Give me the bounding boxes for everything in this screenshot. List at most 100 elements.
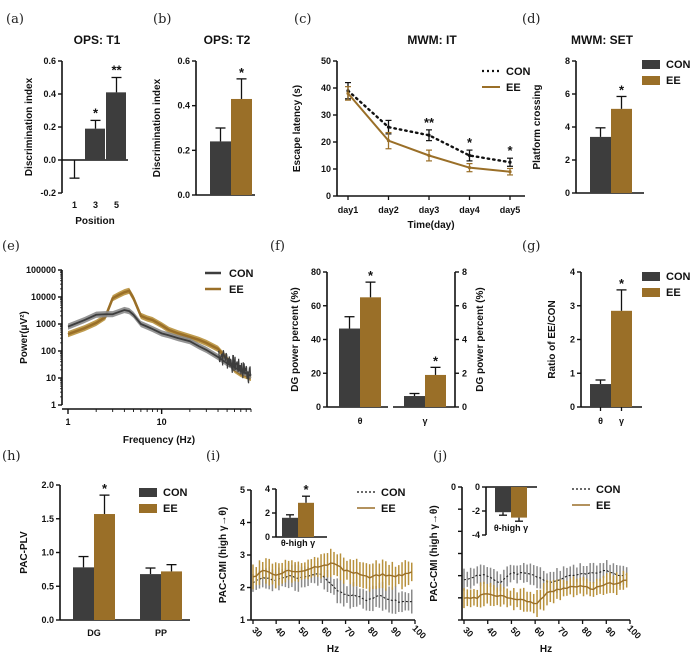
- legend-label-con: CON: [666, 271, 691, 283]
- y-tick-label: 0: [565, 188, 570, 198]
- y-tick-label: 3: [570, 301, 575, 311]
- y-tick-label: 6: [565, 89, 570, 99]
- bar-DG-ee: [94, 514, 115, 620]
- y-tick-label: 0.5: [41, 581, 54, 591]
- legend-label-ee: EE: [596, 500, 611, 512]
- panel-label: (c): [294, 12, 311, 27]
- bar-5: [106, 92, 126, 160]
- panel-label: (d): [522, 12, 540, 27]
- data-point-con: [427, 133, 431, 137]
- bar-θ-ee: [360, 297, 381, 407]
- x-tick-label: 5: [114, 200, 119, 210]
- x-tick-label: PP: [155, 628, 167, 638]
- x-tick-label: θ: [358, 416, 363, 426]
- y-tick-label: 2: [565, 155, 570, 165]
- y-axis-label: PAC-CMI (high γ→θ): [429, 505, 440, 601]
- x-tick-label: 100: [625, 623, 643, 641]
- x-tick-label: day1: [338, 205, 359, 215]
- y-tick-label: 0.6: [177, 56, 190, 66]
- significance-marker: *: [433, 353, 439, 368]
- panel-d: (d) MWM: SET 0 2 4 6 8 Platform crossing * CON EE: [522, 12, 691, 198]
- x-axis-label: Hz: [327, 644, 339, 655]
- y-tick-label: 4: [565, 122, 570, 132]
- y-axis-label: Power(μV²): [19, 311, 30, 364]
- y-tick-label: 10: [46, 373, 56, 383]
- x-axis-label: Position: [75, 216, 114, 227]
- bar-3: [85, 128, 105, 160]
- x-tick-label: 1: [65, 417, 70, 427]
- x-tick-label: γ: [619, 416, 624, 426]
- x-tick-label: 70: [343, 625, 357, 639]
- data-point-ee: [427, 153, 431, 158]
- x-tick-label: day2: [378, 205, 399, 215]
- panel-b: (b) OPS: T2 0.0 0.2 0.4 0.6 Discrimination ind…: [152, 12, 255, 200]
- significance-marker: *: [619, 276, 625, 291]
- significance-marker: *: [102, 481, 108, 496]
- x-tick-label: 1: [72, 200, 77, 210]
- bar-PP-ee: [161, 571, 182, 620]
- y-axis-label: DG power percent (%): [290, 287, 301, 391]
- y-tick-label: 4: [265, 484, 270, 494]
- y-tick-label: 0: [570, 402, 575, 412]
- legend-label-con: CON: [596, 484, 621, 496]
- y-tick-label: 80: [311, 267, 321, 277]
- legend-label-con: CON: [506, 66, 531, 78]
- panel-a: (a) OPS: T1 -0.2 0.0 0.2 0.4 0.6 Discrimination…: [6, 12, 128, 227]
- legend-label-con: CON: [666, 59, 691, 71]
- bar-γ-con: [404, 396, 425, 407]
- y-tick-label: 0.2: [43, 122, 56, 132]
- y-tick-label: -0.2: [40, 188, 56, 198]
- legend-swatch-ee: [642, 288, 660, 297]
- sem-band-con: [68, 306, 251, 379]
- panel-c: (c) MWM: IT 0 10 20 30 40 50 Escape latency (s) d…: [292, 12, 531, 231]
- x-tick-label: 50: [509, 625, 523, 639]
- bar-DG-con: [73, 567, 94, 620]
- y-tick-label: 0.2: [177, 145, 190, 155]
- legend-swatch-con: [642, 272, 660, 281]
- panel-e: (e) 1 10 100 1000 10000 100000 Power(μV²) 1 10 Fre…: [2, 239, 254, 446]
- y-tick-label: 50: [321, 56, 331, 66]
- y-tick-label: 8: [565, 56, 570, 66]
- y-tick-label: 1000: [36, 319, 56, 329]
- noise-trace-con: [217, 350, 252, 384]
- significance-marker: **: [424, 115, 435, 130]
- y-axis-label: Discrimination index: [24, 77, 35, 176]
- x-tick-label: 50: [296, 625, 310, 639]
- legend-label-con: CON: [163, 487, 188, 499]
- legend-label-ee: EE: [666, 287, 681, 299]
- y-tick-label: 1.5: [41, 514, 54, 524]
- inset-bar-ee: [511, 487, 527, 518]
- y-tick-label: 40: [321, 83, 331, 93]
- legend-swatch-con: [139, 488, 157, 497]
- y-axis-label: Ratio of EE/CON: [547, 300, 558, 378]
- x-tick-label: 40: [485, 625, 499, 639]
- y-tick-label: 1: [240, 615, 245, 625]
- legend-label-ee: EE: [506, 82, 521, 94]
- data-point-con: [386, 125, 391, 129]
- inset-bar-con: [495, 487, 511, 513]
- y-axis-label: Escape latency (s): [292, 85, 303, 172]
- data-point-ee: [386, 139, 391, 143]
- bar-γ-ee: [425, 374, 446, 407]
- y-tick-label: 60: [311, 301, 321, 311]
- y-tick-label: 8: [462, 267, 467, 277]
- chart-title: OPS: T2: [204, 33, 251, 47]
- inset-bar-ee: [298, 502, 314, 537]
- x-tick-label: day3: [419, 205, 440, 215]
- x-tick-label: 70: [556, 625, 570, 639]
- bar-θ-con: [339, 328, 360, 407]
- y-tick-label: 10000: [31, 292, 56, 302]
- x-tick-label: 90: [603, 625, 617, 639]
- y-tick-label: 4: [462, 335, 467, 345]
- x-tick-label: 30: [250, 625, 264, 639]
- legend-label-ee: EE: [666, 75, 681, 87]
- y-tick-label: 0: [462, 402, 467, 412]
- panel-f: (f) 0 20 40 60 80 0 2 4 6 8 DG power percent (%) DG …: [270, 239, 486, 426]
- panel-label: (g): [522, 239, 540, 254]
- panel-label: (i): [206, 449, 220, 464]
- legend-label-con: CON: [381, 487, 406, 499]
- panel-h: (h) 0.0 0.5 1.0 1.5 2.0 PAC-PLV * DG PP CON EE: [2, 449, 190, 638]
- legend-swatch-ee: [642, 76, 660, 85]
- legend-label-ee: EE: [381, 503, 396, 515]
